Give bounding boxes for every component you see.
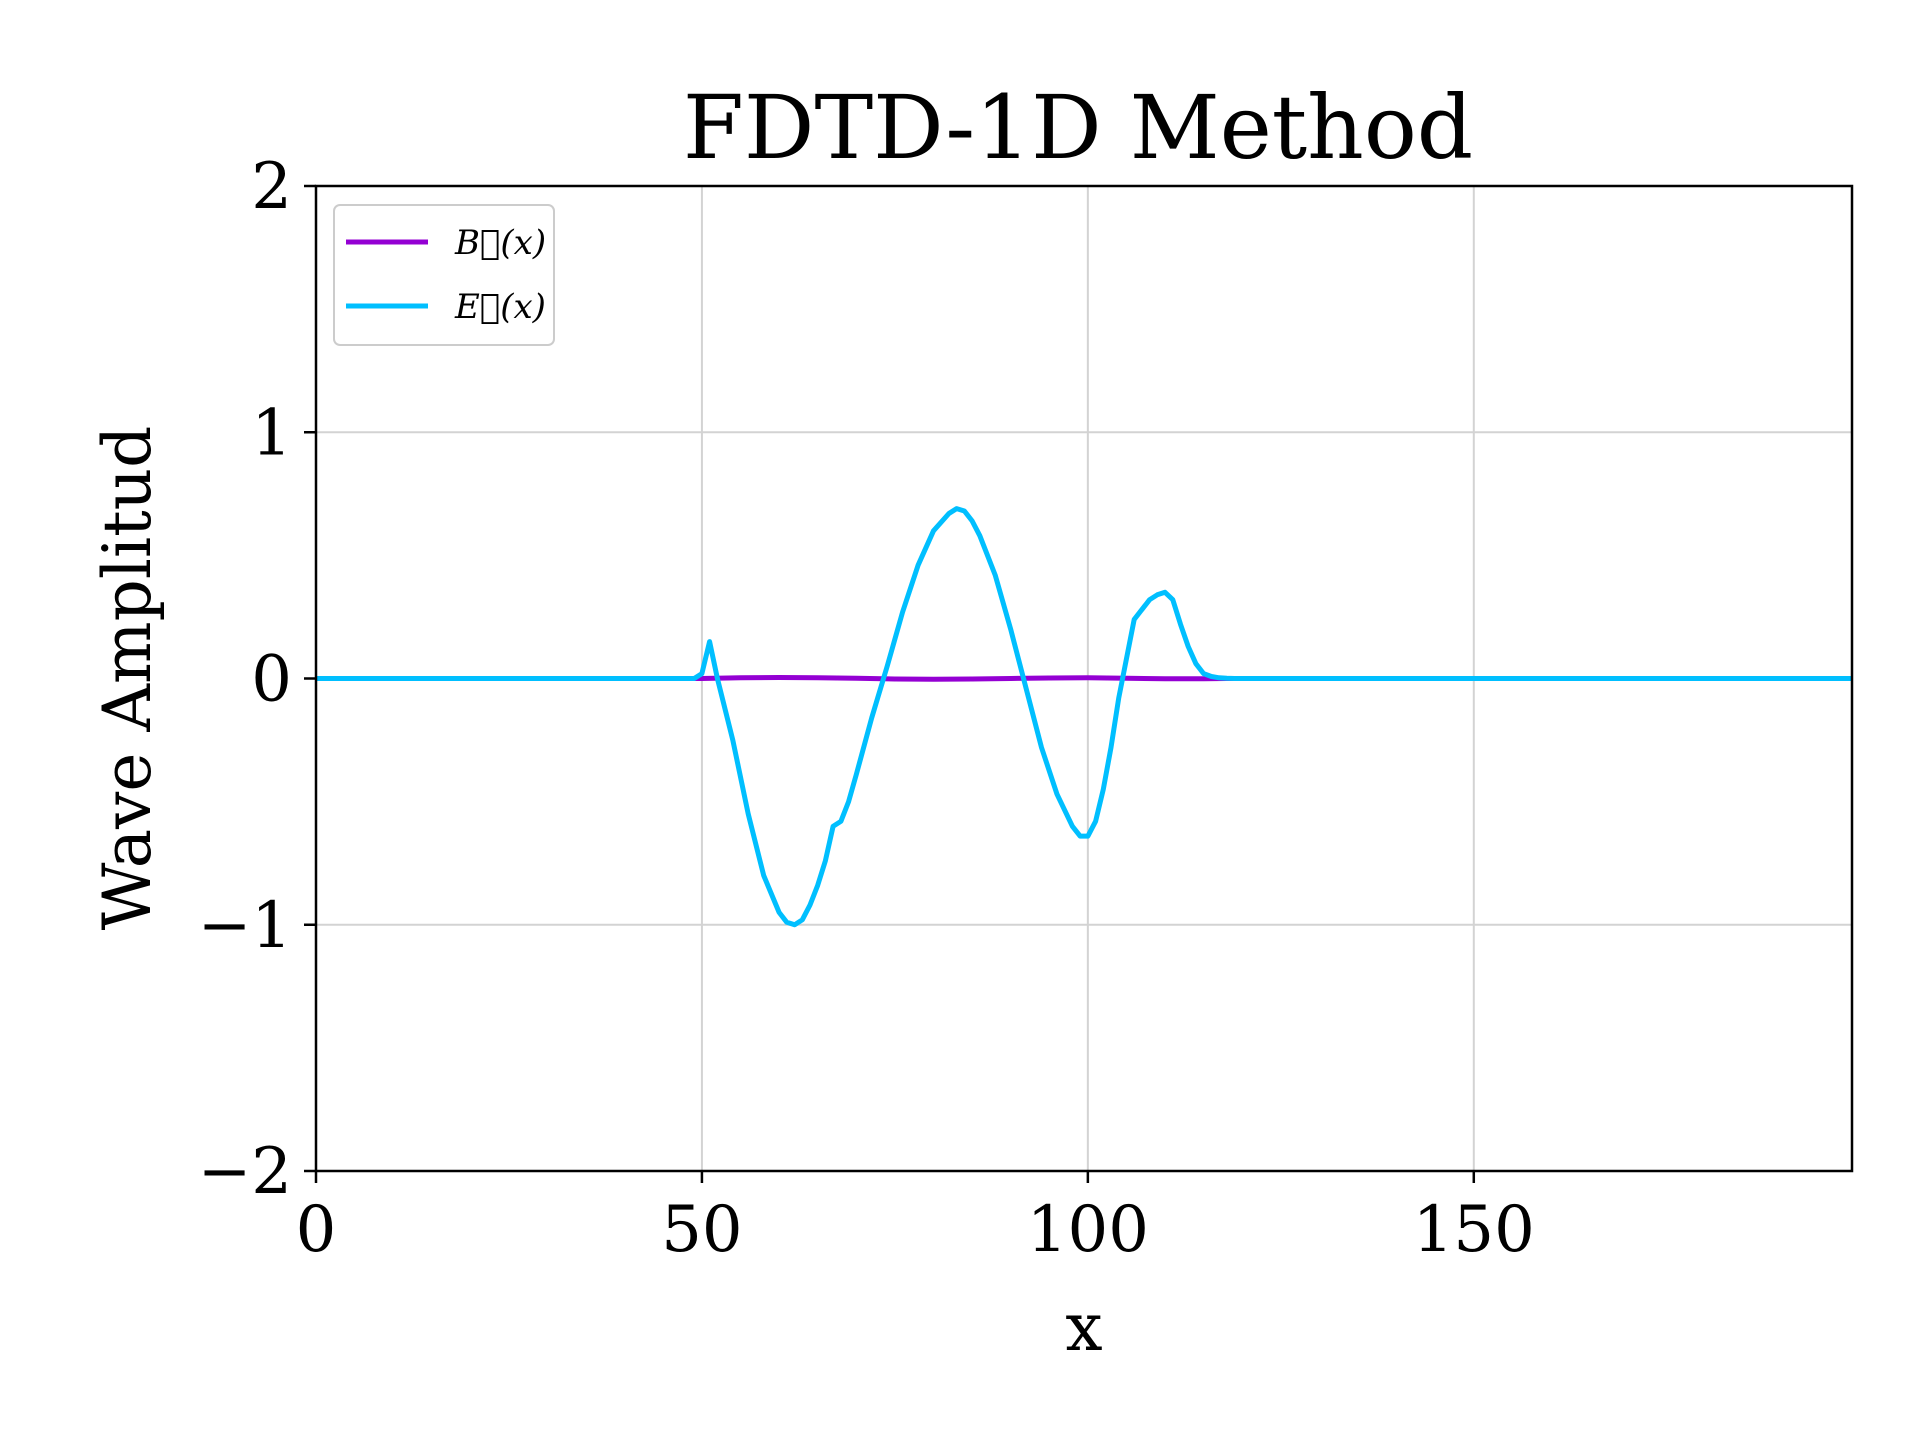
y-tick-label: 0	[251, 643, 292, 717]
x-axis-label: x	[1065, 1289, 1102, 1366]
y-axis-label: Wave Amplitud	[89, 426, 166, 931]
ticks: 0 50 100 150 −2 −1 0 1 2	[198, 150, 1535, 1267]
chart-title: FDTD-1D Method	[683, 76, 1473, 179]
x-tick-label: 150	[1413, 1193, 1535, 1267]
series-line-0	[316, 675, 1852, 682]
y-tick-label: −2	[198, 1135, 292, 1209]
y-tick-label: −1	[198, 889, 292, 963]
y-tick-label: 1	[251, 396, 292, 470]
series-lines	[316, 506, 1852, 928]
legend: B⃗(x) E⃗(x)	[333, 204, 555, 346]
x-tick-label: 100	[1027, 1193, 1149, 1267]
y-tick-label: 2	[251, 150, 292, 224]
legend-label-b: B⃗(x)	[454, 223, 546, 263]
legend-label-e: E⃗(x)	[454, 287, 546, 327]
series-line-1	[316, 506, 1852, 928]
x-tick-label: 50	[661, 1193, 742, 1267]
x-tick-label: 0	[296, 1193, 337, 1267]
